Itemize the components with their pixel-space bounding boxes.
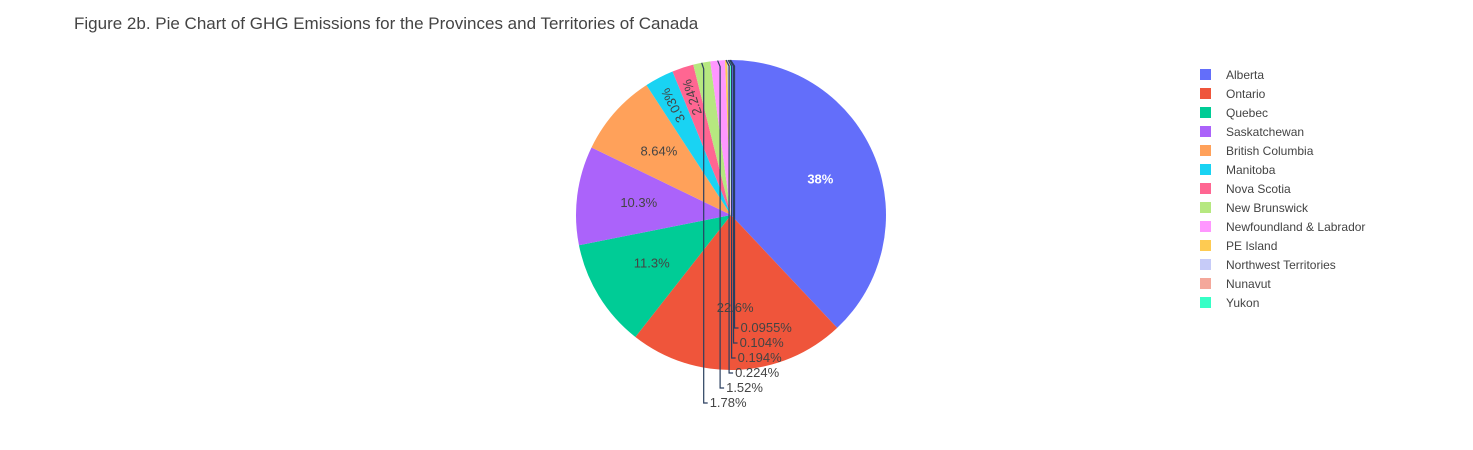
- slice-label-new-brunswick: 1.78%: [710, 395, 747, 410]
- leader-line-northwest-territories: [727, 59, 736, 359]
- legend-item-british-columbia[interactable]: British Columbia: [1200, 141, 1365, 160]
- pie-slice-saskatchewan[interactable]: [576, 147, 731, 246]
- slice-label-newfoundland-and-labrador: 1.52%: [726, 380, 763, 395]
- legend-swatch: [1200, 297, 1211, 308]
- slice-label-northwest-territories: 0.194%: [738, 350, 783, 365]
- leader-line-newfoundland-and-labrador: [717, 60, 725, 389]
- leader-line-nunavut: [729, 59, 738, 344]
- legend-swatch: [1200, 221, 1211, 232]
- legend-swatch: [1200, 278, 1211, 289]
- slice-label-british-columbia: 8.64%: [640, 143, 677, 158]
- legend-swatch: [1200, 126, 1211, 137]
- legend-label: Yukon: [1226, 295, 1260, 310]
- legend-label: Manitoba: [1226, 162, 1276, 177]
- legend-item-newfoundland-and-labrador[interactable]: Newfoundland & Labrador: [1200, 217, 1365, 236]
- legend-label: Quebec: [1226, 105, 1269, 120]
- leader-line-new-brunswick: [701, 62, 708, 404]
- legend-swatch: [1200, 240, 1211, 251]
- legend-label: Newfoundland & Labrador: [1226, 219, 1366, 234]
- slice-label-pe-island: 0.224%: [735, 365, 780, 380]
- slice-label-nunavut: 0.104%: [740, 335, 785, 350]
- leader-line-pe-island: [725, 59, 734, 374]
- pie-slice-nova-scotia[interactable]: [672, 64, 731, 216]
- legend-swatch: [1200, 145, 1211, 156]
- pie-slice-yukon[interactable]: [730, 60, 731, 215]
- legend-item-alberta[interactable]: Alberta: [1200, 65, 1365, 84]
- legend-swatch: [1200, 88, 1211, 99]
- slice-label-quebec: 11.3%: [634, 256, 670, 271]
- leader-line-yukon: [730, 59, 739, 329]
- legend-swatch: [1200, 183, 1211, 194]
- legend-label: New Brunswick: [1226, 200, 1309, 215]
- legend-label: Saskatchewan: [1226, 124, 1305, 139]
- legend: Alberta Ontario Quebec Saskatchewan British …: [1200, 65, 1365, 312]
- legend-label: Alberta: [1226, 67, 1265, 82]
- legend-item-nunavut[interactable]: Nunavut: [1200, 274, 1365, 293]
- slice-label-ontario: 22.6%: [717, 300, 754, 315]
- legend-item-northwest-territories[interactable]: Northwest Territories: [1200, 255, 1365, 274]
- legend-item-nova-scotia[interactable]: Nova Scotia: [1200, 179, 1365, 198]
- pie-slice-manitoba[interactable]: [646, 71, 731, 215]
- slice-label-alberta: 38%: [807, 172, 833, 187]
- legend-label: Nunavut: [1226, 276, 1271, 291]
- legend-item-yukon[interactable]: Yukon: [1200, 293, 1365, 312]
- legend-label: PE Island: [1226, 238, 1278, 253]
- legend-item-pe-island[interactable]: PE Island: [1200, 236, 1365, 255]
- pie-slice-british-columbia[interactable]: [591, 85, 731, 215]
- pie-slice-ontario[interactable]: [635, 215, 838, 370]
- legend-swatch: [1200, 107, 1211, 118]
- slice-label-saskatchewan: 10.3%: [620, 195, 657, 210]
- legend-item-quebec[interactable]: Quebec: [1200, 103, 1365, 122]
- legend-label: Ontario: [1226, 86, 1266, 101]
- pie-slice-new-brunswick[interactable]: [693, 61, 731, 216]
- legend-label: Nova Scotia: [1226, 181, 1291, 196]
- chart-title: Figure 2b. Pie Chart of GHG Emissions fo…: [74, 14, 699, 33]
- legend-item-saskatchewan[interactable]: Saskatchewan: [1200, 122, 1365, 141]
- legend-swatch: [1200, 259, 1211, 270]
- pie-slice-quebec[interactable]: [578, 215, 731, 337]
- legend-swatch: [1200, 164, 1211, 175]
- slice-label-yukon: 0.0955%: [741, 320, 793, 335]
- legend-label: British Columbia: [1226, 143, 1314, 158]
- legend-item-manitoba[interactable]: Manitoba: [1200, 160, 1365, 179]
- legend-swatch: [1200, 202, 1211, 213]
- legend-item-ontario[interactable]: Ontario: [1200, 84, 1365, 103]
- legend-label: Northwest Territories: [1226, 257, 1336, 272]
- legend-swatch: [1200, 69, 1211, 80]
- legend-item-new-brunswick[interactable]: New Brunswick: [1200, 198, 1365, 217]
- pie-slice-alberta[interactable]: [731, 60, 886, 328]
